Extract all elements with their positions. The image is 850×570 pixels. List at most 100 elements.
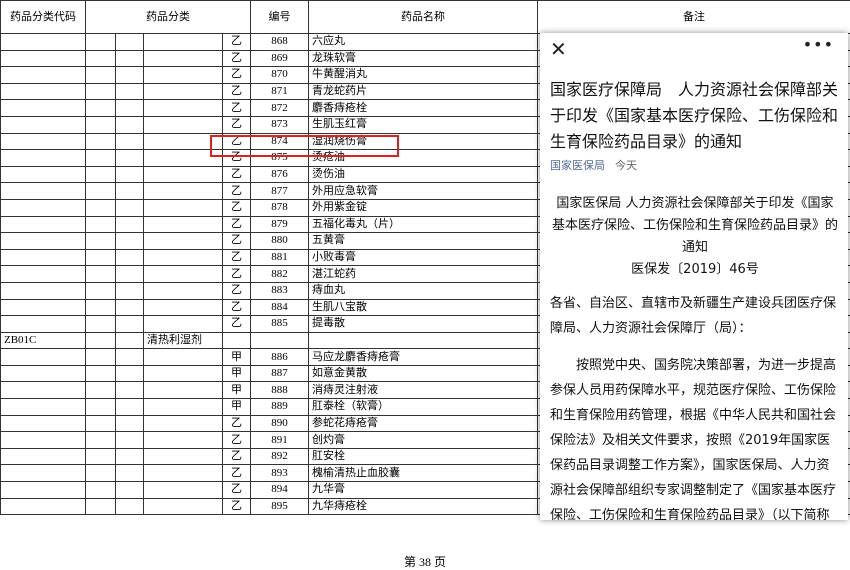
table-cell <box>116 482 144 499</box>
table-cell: 乙 <box>223 432 251 449</box>
table-cell: 885 <box>251 316 309 333</box>
table-cell: 乙 <box>223 183 251 200</box>
table-cell <box>1 482 86 499</box>
table-cell <box>1 100 86 117</box>
table-cell: 甲 <box>223 365 251 382</box>
table-cell: 清热利湿剂 <box>144 332 223 349</box>
header-cell: 药品分类 <box>86 1 251 34</box>
table-cell <box>116 266 144 283</box>
table-cell <box>144 183 223 200</box>
table-cell <box>144 67 223 84</box>
table-cell <box>116 199 144 216</box>
table-cell: 乙 <box>223 415 251 432</box>
table-cell <box>223 332 251 349</box>
header-cell: 药品分类代码 <box>1 1 86 34</box>
table-cell: 乙 <box>223 100 251 117</box>
table-cell: 893 <box>251 465 309 482</box>
table-cell: 871 <box>251 83 309 100</box>
table-cell: 乙 <box>223 233 251 250</box>
table-cell <box>1 233 86 250</box>
table-cell <box>116 382 144 399</box>
table-cell: 882 <box>251 266 309 283</box>
table-cell: 868 <box>251 34 309 51</box>
table-cell <box>116 349 144 366</box>
table-cell: 881 <box>251 249 309 266</box>
article-meta: 国家医保局今天 <box>550 157 647 173</box>
table-cell <box>1 34 86 51</box>
table-cell: 五黄膏 <box>309 233 538 250</box>
table-cell <box>144 249 223 266</box>
table-cell: 肛安栓 <box>309 448 538 465</box>
table-cell: 883 <box>251 282 309 299</box>
table-cell <box>1 266 86 283</box>
table-cell <box>1 448 86 465</box>
table-cell: 槐榆清热止血胶囊 <box>309 465 538 482</box>
table-cell: 873 <box>251 116 309 133</box>
table-cell: 870 <box>251 67 309 84</box>
table-cell <box>116 166 144 183</box>
table-cell: 879 <box>251 216 309 233</box>
table-cell <box>116 249 144 266</box>
table-cell: 乙 <box>223 67 251 84</box>
table-cell: 麝香痔疮栓 <box>309 100 538 117</box>
table-cell: 甲 <box>223 382 251 399</box>
table-cell: 乙 <box>223 316 251 333</box>
table-cell: 乙 <box>223 216 251 233</box>
table-cell <box>86 133 116 150</box>
table-cell <box>116 67 144 84</box>
table-cell <box>86 166 116 183</box>
table-cell: 肛泰栓（软膏） <box>309 399 538 416</box>
table-cell <box>116 233 144 250</box>
table-cell: 乙 <box>223 50 251 67</box>
table-cell: 痔血丸 <box>309 282 538 299</box>
table-cell: 如意金黄散 <box>309 365 538 382</box>
table-cell: 乙 <box>223 448 251 465</box>
body-text: 按照党中央、国务院决策部署，为进一步提高参保人员用药保障水平，规范医疗保险、工伤… <box>550 353 840 520</box>
table-cell <box>1 282 86 299</box>
table-cell <box>116 432 144 449</box>
table-cell <box>144 83 223 100</box>
table-cell: 青龙蛇药片 <box>309 83 538 100</box>
table-cell <box>144 34 223 51</box>
table-cell: 872 <box>251 100 309 117</box>
table-cell <box>116 133 144 150</box>
table-cell <box>86 316 116 333</box>
table-cell: 892 <box>251 448 309 465</box>
table-cell <box>251 332 309 349</box>
table-cell: 877 <box>251 183 309 200</box>
table-cell <box>116 316 144 333</box>
table-cell: 876 <box>251 166 309 183</box>
table-cell <box>86 249 116 266</box>
table-cell <box>144 316 223 333</box>
table-cell <box>144 432 223 449</box>
table-cell: 895 <box>251 498 309 515</box>
table-cell: 乙 <box>223 299 251 316</box>
table-cell <box>1 299 86 316</box>
table-cell <box>1 50 86 67</box>
table-cell <box>86 498 116 515</box>
table-cell <box>144 199 223 216</box>
table-cell <box>116 116 144 133</box>
table-cell: 马应龙麝香痔疮膏 <box>309 349 538 366</box>
table-cell <box>309 332 538 349</box>
more-button[interactable]: ••• <box>803 35 834 54</box>
table-cell <box>1 150 86 167</box>
table-cell <box>1 382 86 399</box>
table-cell <box>144 166 223 183</box>
table-cell <box>144 100 223 117</box>
table-cell <box>1 316 86 333</box>
table-cell <box>144 399 223 416</box>
table-cell: 乙 <box>223 166 251 183</box>
table-cell: 889 <box>251 399 309 416</box>
table-cell <box>144 216 223 233</box>
table-cell: 参蛇花痔疮膏 <box>309 415 538 432</box>
table-cell: 外用应急软膏 <box>309 183 538 200</box>
table-cell <box>1 498 86 515</box>
close-button[interactable]: ✕ <box>550 37 567 61</box>
table-cell: 龙珠软膏 <box>309 50 538 67</box>
header-cell: 备注 <box>538 1 850 34</box>
table-cell <box>144 233 223 250</box>
table-cell <box>1 465 86 482</box>
table-cell <box>1 365 86 382</box>
table-cell: 乙 <box>223 282 251 299</box>
